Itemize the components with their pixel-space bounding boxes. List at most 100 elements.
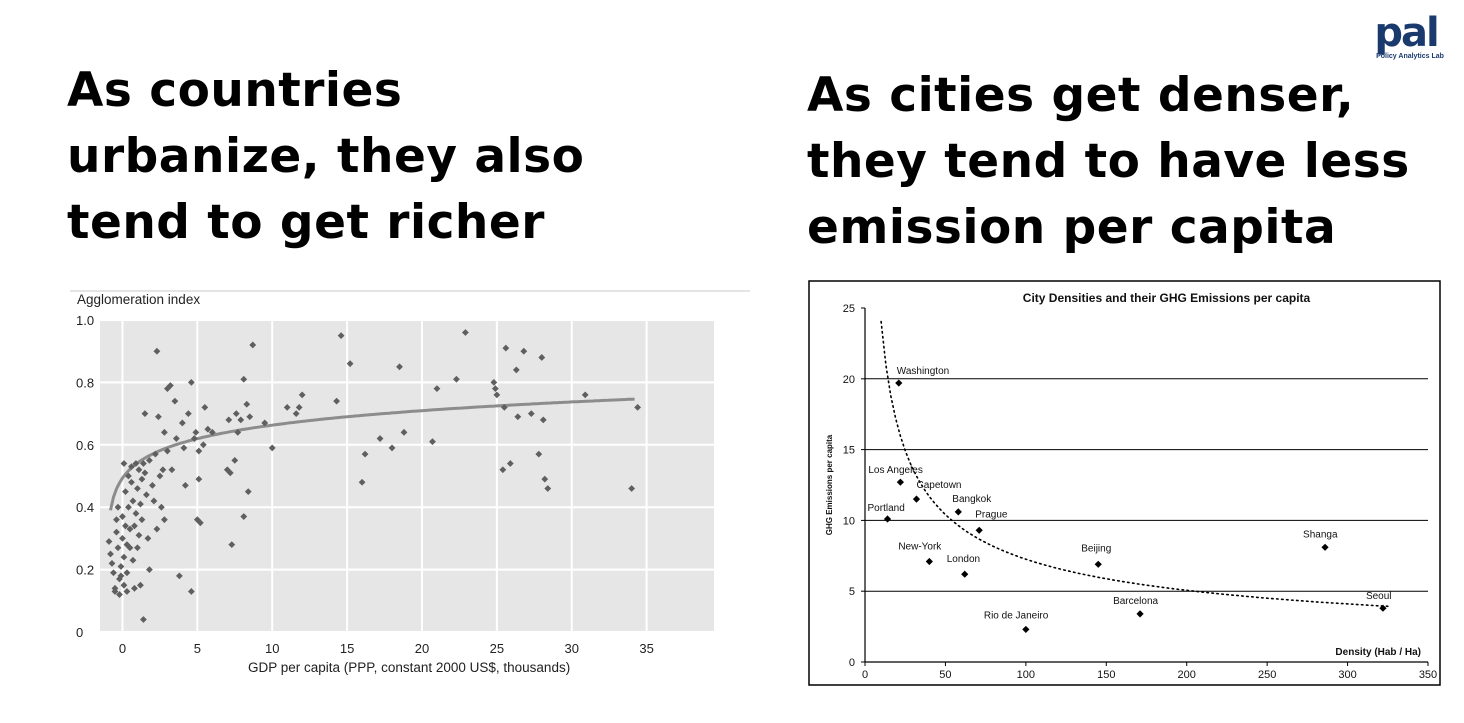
data-point xyxy=(199,441,207,449)
data-point xyxy=(126,525,134,533)
data-point xyxy=(361,450,369,458)
data-point xyxy=(237,416,245,424)
data-point xyxy=(132,460,140,467)
data-point xyxy=(506,460,514,467)
y-tick-label: 20 xyxy=(843,374,855,386)
data-point xyxy=(539,416,547,424)
y-axis-title: GHG Emissions per capita xyxy=(825,434,834,535)
data-point xyxy=(1379,604,1387,612)
data-point xyxy=(126,544,134,552)
data-point xyxy=(240,375,248,383)
data-point xyxy=(231,457,239,464)
data-point xyxy=(192,428,200,436)
data-point xyxy=(144,535,152,542)
data-point xyxy=(137,581,144,589)
y-tick-label: 1.0 xyxy=(76,313,94,328)
data-point xyxy=(453,375,460,383)
data-point xyxy=(146,457,153,464)
data-point xyxy=(1094,560,1102,568)
chart-title: City Densities and their GHG Emissions p… xyxy=(1023,291,1311,305)
x-tick-label: 0 xyxy=(862,669,868,681)
x-tick-label: 300 xyxy=(1338,669,1356,681)
data-point xyxy=(1321,543,1329,551)
trend-line xyxy=(880,320,1389,608)
data-point xyxy=(268,444,276,452)
data-point xyxy=(123,569,131,577)
heading-line: they tend to have less xyxy=(807,134,1410,189)
data-point xyxy=(125,503,132,511)
y-tick-label: 25 xyxy=(843,303,855,315)
data-point xyxy=(120,460,128,467)
data-point xyxy=(358,478,366,486)
y-tick-label: 15 xyxy=(843,445,855,457)
data-point xyxy=(491,385,499,393)
data-point xyxy=(114,544,122,552)
point-label: Barcelona xyxy=(1113,596,1158,607)
data-point xyxy=(196,519,204,527)
point-label: Shanga xyxy=(1303,529,1338,540)
data-point xyxy=(153,347,161,355)
data-point xyxy=(141,469,149,477)
point-label: Capetown xyxy=(916,480,961,491)
data-point xyxy=(433,385,441,393)
data-point xyxy=(244,488,252,495)
data-point xyxy=(181,481,189,489)
y-tick-label: 0 xyxy=(849,657,855,669)
data-point xyxy=(541,475,549,483)
data-point xyxy=(146,566,153,573)
point-label: Beijing xyxy=(1081,543,1111,554)
data-point xyxy=(298,391,306,399)
data-point xyxy=(138,475,146,483)
y-axis-title: Agglomeration index xyxy=(77,292,200,307)
x-axis-title: GDP per capita (PPP, constant 2000 US$, … xyxy=(248,660,570,675)
data-point xyxy=(149,481,156,489)
heading-line: As countries xyxy=(67,63,403,118)
point-label: New-York xyxy=(898,541,942,552)
data-point xyxy=(193,516,201,524)
data-point xyxy=(114,503,122,511)
data-point xyxy=(160,516,168,524)
x-tick-label: 15 xyxy=(340,641,354,656)
data-point xyxy=(292,410,300,417)
data-point xyxy=(135,466,143,474)
data-point xyxy=(122,522,129,530)
point-label: Rio de Janeiro xyxy=(984,610,1049,621)
x-tick-label: 25 xyxy=(490,641,504,656)
data-point xyxy=(295,403,303,411)
data-point xyxy=(204,425,212,433)
data-point xyxy=(117,563,125,570)
gdp-agglomeration-chart: 0 5 10 15 20 25 30 35 0 0.2 0.4 0.6 0.8 1.0 Agglomerat… xyxy=(70,290,750,675)
logo-text: Policy Analytics Lab xyxy=(1376,53,1444,60)
y-tick-label: 0.2 xyxy=(76,563,94,578)
data-point xyxy=(143,491,150,499)
data-point xyxy=(119,513,126,520)
data-point xyxy=(163,385,171,393)
data-point xyxy=(108,559,116,567)
x-tick-label: 100 xyxy=(1017,669,1035,681)
x-tick-label: 30 xyxy=(564,641,578,656)
data-point xyxy=(152,450,159,458)
data-point xyxy=(502,344,510,352)
data-point xyxy=(228,541,236,549)
y-tick-label: 5 xyxy=(849,586,855,598)
data-point xyxy=(376,435,384,442)
data-point xyxy=(178,419,186,427)
x-tick-label: 0 xyxy=(119,641,126,656)
data-point xyxy=(131,522,138,530)
data-point xyxy=(527,410,535,417)
y-tick-label: 0 xyxy=(76,625,83,640)
data-point xyxy=(180,444,188,452)
y-tick-label: 10 xyxy=(843,515,855,527)
heading-line: urbanize, they also xyxy=(67,129,585,184)
data-point xyxy=(201,403,209,411)
data-point xyxy=(240,513,248,520)
data-point xyxy=(134,485,141,492)
point-label: London xyxy=(947,554,980,565)
data-point xyxy=(122,488,129,495)
data-point xyxy=(195,447,203,455)
data-point xyxy=(159,466,167,474)
heading-density: As cities get denser, they tend to have … xyxy=(807,63,1410,261)
data-point xyxy=(346,360,354,368)
pal-logo: pal Policy Analytics Lab xyxy=(1374,12,1444,60)
data-point xyxy=(234,428,242,436)
